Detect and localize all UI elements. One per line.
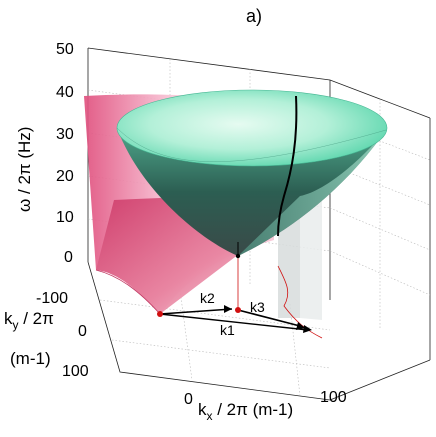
x-tick: 0 — [184, 391, 193, 408]
y-tick: 0 — [78, 323, 87, 340]
resonance-curve — [277, 95, 298, 237]
x-axis-ticks: 0 100 — [184, 389, 347, 408]
x-axis-title-k: k — [198, 400, 207, 419]
y-tick: 100 — [62, 363, 89, 380]
y-axis-title-k: k — [4, 309, 13, 328]
z-axis-title: ω / 2π (Hz) — [15, 127, 34, 212]
x-axis-title: kx / 2π (m-1) — [198, 400, 293, 423]
k2-label: k2 — [200, 290, 215, 306]
origin-point — [157, 311, 163, 317]
z-tick: 0 — [64, 249, 73, 266]
cone-apex-point — [235, 253, 241, 259]
cone-surface — [116, 89, 388, 256]
x-tick: 100 — [320, 389, 347, 406]
y-axis-ticks: -100 0 100 — [36, 290, 89, 380]
y-axis-title: ky / 2π — [4, 309, 54, 332]
z-tick: 50 — [56, 41, 74, 58]
y-tick: -100 — [36, 290, 68, 307]
z-tick: 30 — [56, 126, 74, 143]
y-axis-title-subscript: y — [13, 318, 19, 332]
k3-label: k3 — [250, 299, 265, 315]
x-axis-title-rest: / 2π (m-1) — [213, 400, 294, 419]
z-tick: 40 — [56, 84, 74, 101]
x-axis-title-subscript: x — [207, 409, 213, 423]
y-axis-title-rest: / 2π — [19, 309, 54, 328]
z-axis-ticks: 50 40 30 20 10 0 — [56, 41, 74, 266]
k2-endpoint — [235, 307, 241, 313]
wave-vectors — [157, 253, 312, 333]
z-tick: 10 — [56, 209, 74, 226]
panel-label: a) — [246, 6, 262, 26]
z-tick: 20 — [56, 168, 74, 185]
k1-label: k1 — [220, 322, 235, 338]
y-axis-unit: (m-1) — [10, 349, 51, 368]
